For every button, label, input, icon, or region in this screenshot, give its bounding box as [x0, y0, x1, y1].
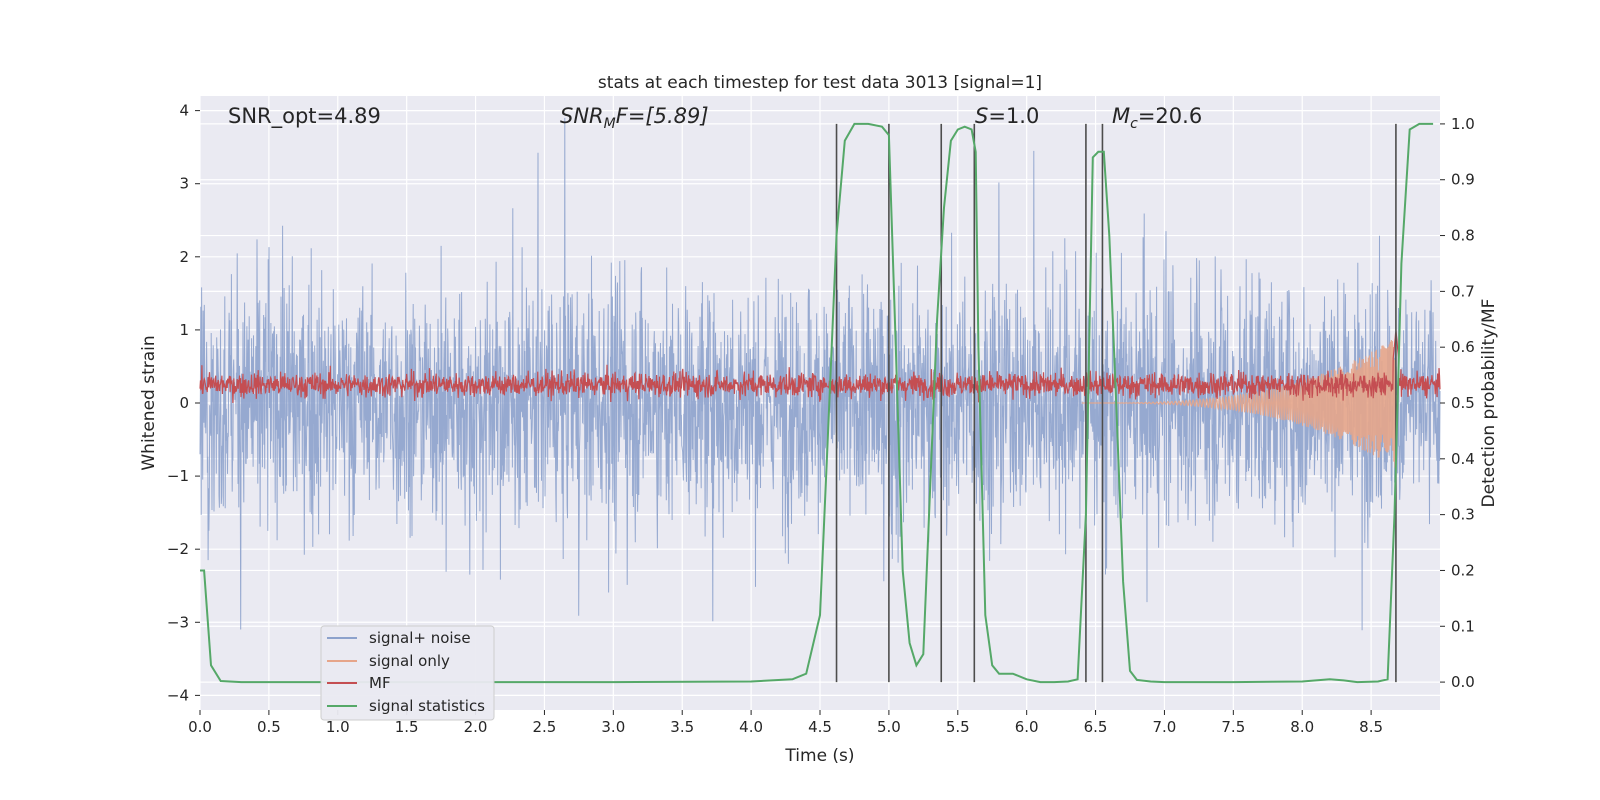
y-left-tick-label: 3: [179, 175, 189, 193]
x-tick-label: 6.5: [1084, 718, 1108, 736]
annotation-snr-mf-main: SNR: [560, 104, 604, 128]
annotation-mc-main: M: [1112, 104, 1130, 128]
x-tick-label: 6.0: [1015, 718, 1039, 736]
x-tick-label: 4.5: [808, 718, 832, 736]
y-right-tick-label: 0.0: [1451, 673, 1475, 691]
chart-title: stats at each timestep for test data 301…: [598, 73, 1042, 93]
x-tick-label: 1.5: [395, 718, 419, 736]
series-signal-statistics: [200, 122, 1434, 684]
y-axis-label-left: Whitened strain: [139, 335, 159, 470]
signal-statistics-line: [200, 122, 1434, 684]
annotation-snr-opt: SNR_opt=4.89: [228, 104, 381, 129]
annotation-mc-value: =20.6: [1138, 104, 1202, 128]
annotation-mc: Mc=20.6: [1112, 104, 1202, 132]
y-left-tick-label: 2: [179, 248, 189, 266]
legend: signal+ noise signal only MF signal stat…: [320, 625, 495, 721]
axes: 0.0 0.5 1.0 1.5 2.0 2.5 3.0 3.5 4.0 4.5 5.0 5.5 6.0 6…: [167, 102, 1475, 736]
y-right-tick-label: 0.5: [1451, 394, 1475, 412]
x-tick-label: 7.5: [1221, 718, 1245, 736]
annotation-snr-mf-sub: M: [604, 116, 616, 132]
x-tick-label: 3.0: [601, 718, 625, 736]
series-mf: [199, 330, 1441, 404]
y-left-tick-label: −4: [167, 686, 189, 704]
x-tick-label: 2.0: [464, 718, 488, 736]
y-left-tick-label: 4: [179, 102, 189, 120]
y-right-tick-label: 0.8: [1451, 227, 1475, 245]
annotation-s-value: =1.0: [988, 104, 1039, 128]
x-tick-label: 7.0: [1153, 718, 1177, 736]
y-left-tick-label: 0: [179, 394, 189, 412]
y-left-tick-label: −1: [167, 467, 189, 485]
y-left-tick-label: −2: [167, 540, 189, 558]
x-tick-label: 5.0: [877, 718, 901, 736]
x-axis-label: Time (s): [784, 746, 854, 766]
annotation-snr-mf: SNRMF=[5.89]: [560, 104, 709, 132]
y-right-tick-label: 1.0: [1451, 115, 1475, 133]
y-right-tick-label: 0.7: [1451, 282, 1475, 300]
legend-box: [320, 625, 495, 721]
annotation-mc-sub: c: [1130, 116, 1138, 132]
x-tick-label: 0.5: [257, 718, 281, 736]
x-tick-label: 8.5: [1359, 718, 1383, 736]
y-right-tick-label: 0.4: [1451, 450, 1475, 468]
y-right-tick-label: 0.9: [1451, 171, 1475, 189]
x-tick-label: 1.0: [326, 718, 350, 736]
x-tick-label: 0.0: [188, 718, 212, 736]
mf-line: [199, 330, 1441, 404]
annotation-s-italic: S: [975, 104, 988, 128]
annotation-snr-mf-rest: F=[5.89]: [616, 104, 709, 128]
y-right-tick-label: 0.1: [1451, 617, 1475, 635]
x-tick-label: 8.0: [1290, 718, 1314, 736]
detection-lines: [835, 123, 1397, 683]
x-tick-label: 4.0: [739, 718, 763, 736]
legend-label-mf: MF: [369, 674, 391, 692]
y-left-tick-label: 1: [179, 321, 189, 339]
legend-label-signal-noise: signal+ noise: [369, 629, 471, 647]
y-axis-label-right: Detection probability/MF: [1479, 299, 1499, 508]
x-tick-label: 3.5: [670, 718, 694, 736]
y-right-tick-label: 0.6: [1451, 338, 1475, 356]
x-tick-label: 2.5: [533, 718, 557, 736]
annotation-s: S=1.0: [975, 104, 1039, 128]
y-left-tick-label: −3: [167, 613, 189, 631]
y-right-tick-label: 0.2: [1451, 561, 1475, 579]
y-right-tick-label: 0.3: [1451, 506, 1475, 524]
legend-label-signal-only: signal only: [369, 652, 450, 670]
legend-label-signal-statistics: signal statistics: [369, 697, 485, 715]
x-tick-label: 5.5: [946, 718, 970, 736]
